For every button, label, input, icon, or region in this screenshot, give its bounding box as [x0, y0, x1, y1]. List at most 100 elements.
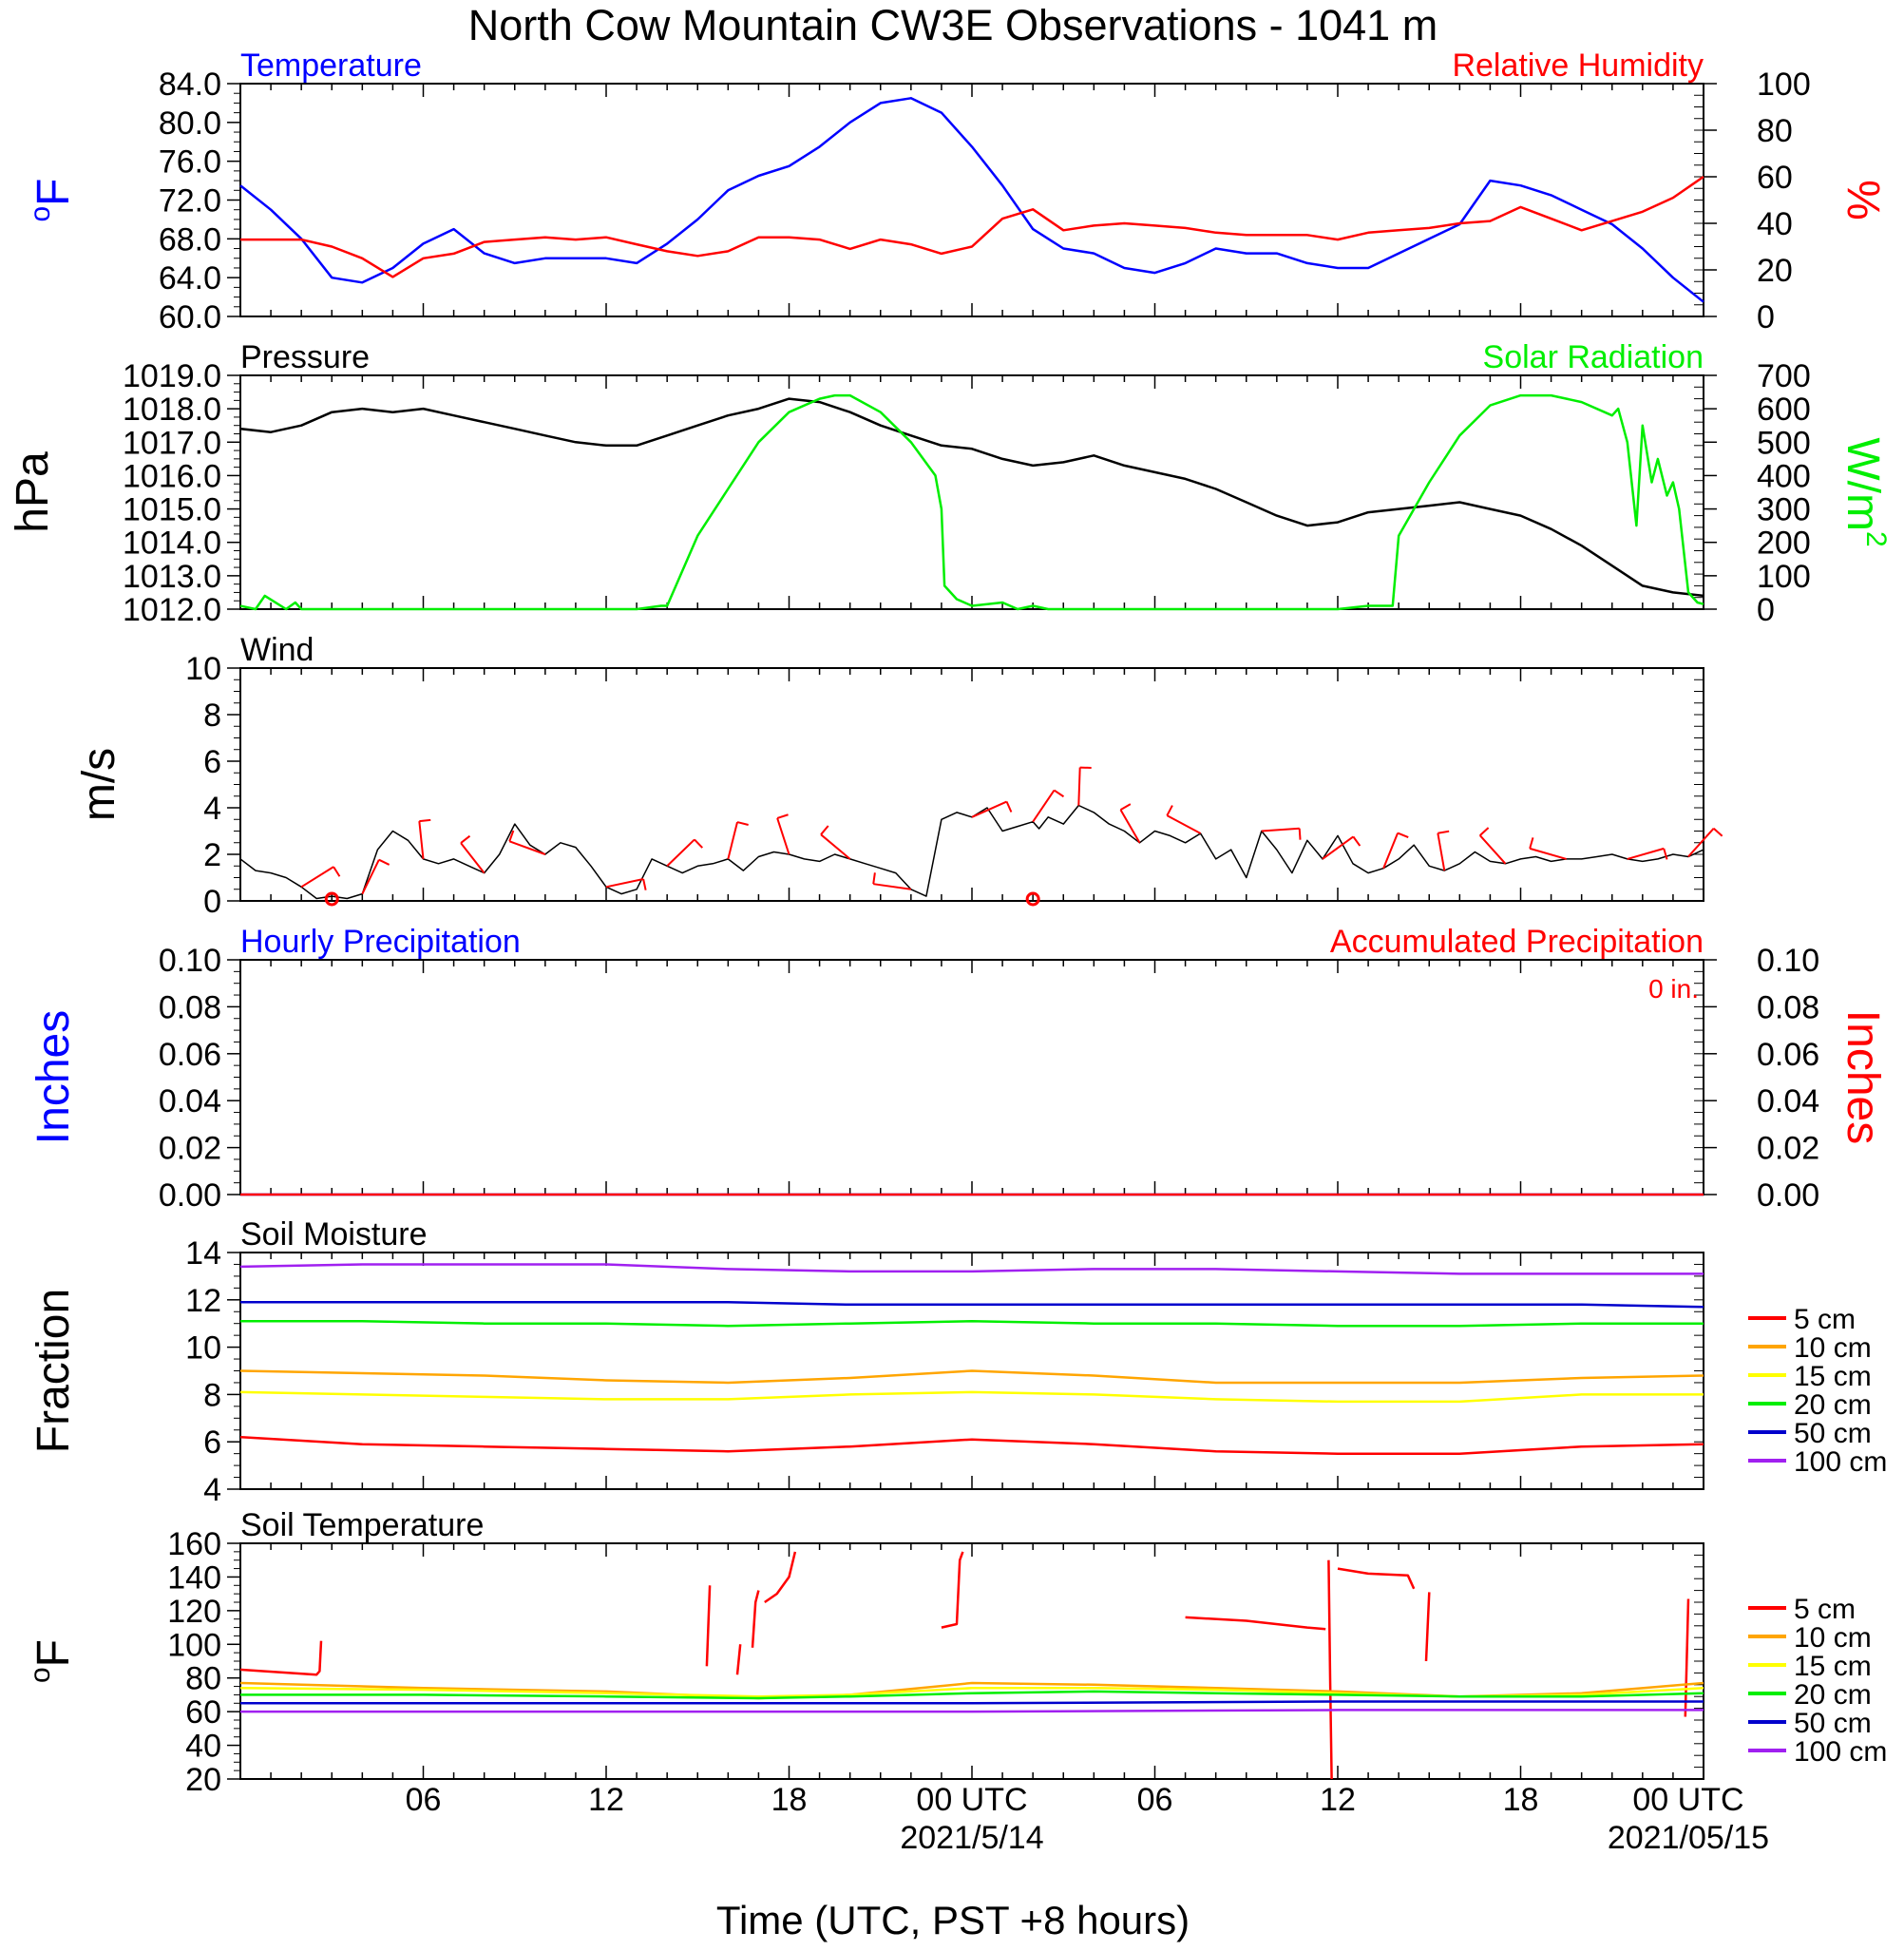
- plot-frame: [239, 959, 1704, 1195]
- wind-barb: [1032, 789, 1056, 823]
- y-tick-label: 40: [185, 1729, 221, 1765]
- y-tick-label: 4: [203, 791, 221, 827]
- y-right-tick-label: 40: [1757, 206, 1793, 242]
- wind-barb: [971, 800, 1007, 818]
- y-tick-label: 20: [185, 1762, 221, 1798]
- legend-label: 100 cm: [1794, 1446, 1887, 1478]
- wind-barb-flag: [872, 872, 876, 885]
- legend-label: 20 cm: [1794, 1389, 1872, 1421]
- panel-left-title: Hourly Precipitation: [240, 924, 521, 960]
- series-line-50-cm: [240, 1301, 1704, 1309]
- y-right-tick-label: 400: [1757, 458, 1811, 494]
- series-line-50-cm: [240, 1700, 1704, 1705]
- panel-right-title: Accumulated Precipitation: [1330, 924, 1704, 960]
- y-tick-label: 6: [203, 744, 221, 780]
- x-tick-label: 00 UTC: [916, 1782, 1027, 1818]
- series-line-5-cm: [1337, 1567, 1416, 1590]
- y-right-tick-label: 0.08: [1757, 989, 1819, 1025]
- wind-barb-flag: [378, 858, 390, 866]
- x-tick-label: 18: [771, 1782, 808, 1818]
- y-tick-label: 0.04: [159, 1083, 221, 1119]
- wind-barb-flag: [1352, 835, 1361, 847]
- wind-barb-flag: [1438, 830, 1450, 834]
- wind-barb-flag: [1005, 801, 1013, 813]
- wind-barb-flag: [333, 866, 341, 877]
- wind-barb: [605, 878, 644, 889]
- legend-label: 100 cm: [1794, 1736, 1887, 1768]
- degree-superscript: o: [25, 206, 56, 222]
- y-tick-label: 8: [203, 698, 221, 734]
- y-tick-label: 2: [203, 837, 221, 873]
- wind-barb: [1382, 832, 1399, 870]
- panel-left-title: Wind: [240, 632, 314, 668]
- legend-label: 5 cm: [1794, 1304, 1856, 1335]
- x-tick-label: 06: [1137, 1782, 1173, 1818]
- y-axis-label-right: %: [1837, 180, 1888, 220]
- series-line-5-cm: [705, 1585, 712, 1667]
- wind-barb-flag: [1298, 828, 1302, 840]
- y-right-tick-label: 500: [1757, 425, 1811, 461]
- wind-barb: [727, 821, 738, 860]
- wind-barb: [1261, 827, 1300, 832]
- y-right-tick-label: 0.00: [1757, 1177, 1819, 1214]
- wind-barb: [1437, 832, 1446, 871]
- y-tick-label: 10: [185, 651, 221, 687]
- legend-label: 20 cm: [1794, 1679, 1872, 1711]
- y-axis-label-left: Fraction: [29, 1289, 79, 1453]
- y-tick-label: 8: [203, 1377, 221, 1413]
- unit-superscript: 2: [1860, 531, 1892, 547]
- plot-frame: [239, 667, 1704, 902]
- wind-barb-flag: [1713, 827, 1723, 837]
- series-line-pressure: [239, 397, 1704, 598]
- y-right-tick-label: 0.06: [1757, 1037, 1819, 1073]
- series-line-5-cm: [1327, 1559, 1333, 1780]
- wind-barb-flag: [776, 813, 789, 819]
- calm-wind-marker: [324, 891, 339, 907]
- wind-barb: [1166, 814, 1202, 834]
- y-right-tick-label: 80: [1757, 113, 1793, 149]
- panel-left-title: Soil Moisture: [240, 1216, 428, 1253]
- y-tick-label: 0.08: [159, 989, 221, 1025]
- y-tick-label: 0.02: [159, 1131, 221, 1167]
- wind-barb: [460, 842, 486, 874]
- panel-left-title: Temperature: [240, 48, 422, 84]
- legend-label: 15 cm: [1794, 1361, 1872, 1392]
- wind-barb-flag: [820, 825, 829, 835]
- plot-frame: [239, 83, 1704, 317]
- wind-barb: [1478, 834, 1507, 865]
- legend-label: 50 cm: [1794, 1708, 1872, 1739]
- wind-barb-flag: [508, 830, 515, 842]
- y-tick-label: 140: [167, 1559, 221, 1596]
- y-tick-label: 160: [167, 1526, 221, 1562]
- legend-label: 5 cm: [1794, 1594, 1856, 1625]
- wind-barb: [361, 859, 380, 895]
- series-line-wind: [239, 804, 1704, 900]
- y-tick-label: 68.0: [159, 221, 221, 258]
- y-tick-label: 0.00: [159, 1177, 221, 1214]
- series-line-10-cm: [239, 1369, 1704, 1385]
- series-line-5-cm: [764, 1551, 797, 1604]
- y-tick-label: 64.0: [159, 260, 221, 296]
- x-tick-label: 12: [1320, 1782, 1356, 1818]
- y-right-tick-label: 60: [1757, 160, 1793, 196]
- y-right-tick-label: 700: [1757, 358, 1811, 394]
- y-tick-label: 10: [185, 1330, 221, 1367]
- y-right-tick-label: 0: [1757, 592, 1775, 628]
- wind-barb-flag: [642, 878, 647, 890]
- wind-barb: [873, 883, 911, 890]
- y-axis-label-right: Inches: [1837, 1010, 1888, 1144]
- series-line-15-cm: [239, 1390, 1704, 1404]
- y-tick-label: 6: [203, 1425, 221, 1461]
- calm-wind-marker: [1025, 891, 1040, 907]
- y-tick-label: 0: [203, 884, 221, 920]
- wind-barb-flag: [1053, 789, 1065, 798]
- wind-barb-flag: [1119, 803, 1132, 811]
- y-right-tick-label: 0.04: [1757, 1083, 1819, 1119]
- y-right-tick-label: 100: [1757, 67, 1811, 103]
- y-tick-label: 76.0: [159, 144, 221, 181]
- wind-barb: [820, 833, 851, 860]
- panel-temperature-humidity: 84.080.076.072.068.064.060.0 100 80 60 40 20 0…: [25, 48, 1888, 335]
- y-right-tick-label: 0.02: [1757, 1131, 1819, 1167]
